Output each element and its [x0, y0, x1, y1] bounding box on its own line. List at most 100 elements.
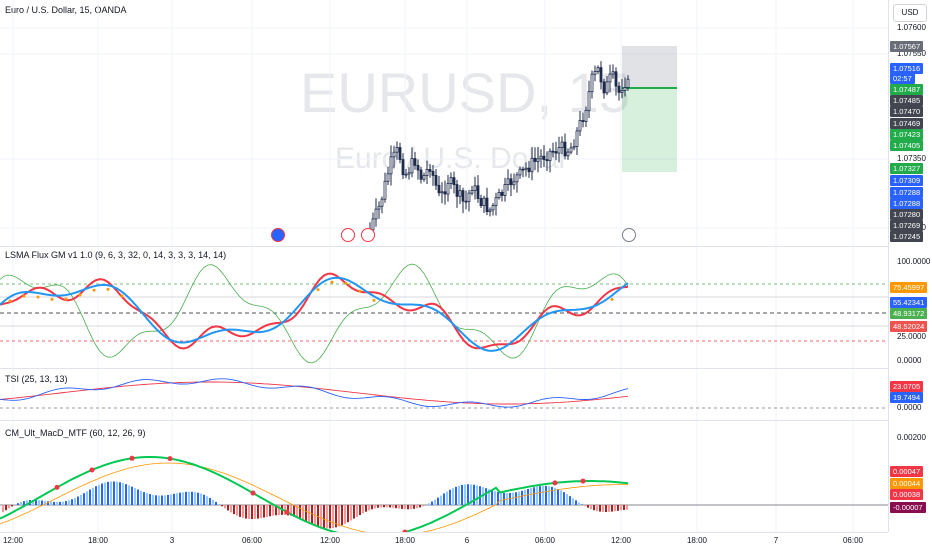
time-axis-label[interactable]: 3: [170, 536, 174, 545]
macd-histogram-bar: [608, 505, 610, 512]
price-tag[interactable]: 1.07309: [890, 175, 923, 186]
candle-body: [378, 206, 380, 209]
lsma-chart[interactable]: [0, 247, 888, 367]
lsma-value-tag[interactable]: 48.93172: [890, 308, 927, 319]
tsi-tick-label[interactable]: 0.0000: [897, 403, 921, 412]
time-axis-label[interactable]: 12:00: [611, 536, 631, 545]
tsi-chart[interactable]: [0, 369, 888, 419]
macd-histogram-bar: [614, 505, 616, 511]
lsma-value-tag[interactable]: 75.45997: [890, 282, 927, 293]
macd-histogram-bar: [2, 505, 4, 512]
macd-value-tag[interactable]: -0.00007: [890, 502, 926, 513]
lsma-dot: [359, 290, 362, 293]
macd-histogram-bar: [581, 504, 583, 505]
macd-value-tag[interactable]: 0.00047: [890, 466, 923, 477]
price-tag[interactable]: 1.07567: [890, 41, 923, 52]
candle-body: [627, 79, 629, 87]
macd-histogram-bar: [11, 505, 13, 506]
price-tag[interactable]: 1.07269: [890, 220, 923, 231]
candle-body: [594, 72, 596, 75]
chart-area[interactable]: Euro / U.S. Dollar, 15, OANDA EURUSD, 15…: [0, 0, 888, 550]
tsi-line: [0, 379, 628, 407]
time-axis-label[interactable]: 18:00: [88, 536, 108, 545]
candle-body: [513, 182, 515, 185]
macd-tick-label[interactable]: 0.00200: [897, 433, 926, 442]
macd-histogram-bar: [476, 485, 478, 505]
price-tag[interactable]: 1.07469: [890, 118, 923, 129]
time-axis-label[interactable]: 7: [774, 536, 778, 545]
price-tag[interactable]: 1.07288: [890, 198, 923, 209]
us-flag-icon[interactable]: [361, 228, 375, 242]
macd-histogram-bar: [515, 492, 517, 505]
time-axis-label[interactable]: 12:00: [320, 536, 340, 545]
currency-button[interactable]: USD: [893, 4, 927, 22]
macd-histogram-bar: [209, 498, 211, 505]
time-axis-label[interactable]: 06:00: [843, 536, 863, 545]
price-tag[interactable]: 1.07288: [890, 187, 923, 198]
macd-histogram-bar: [407, 505, 409, 509]
macd-histogram-bar: [317, 505, 319, 527]
tsi-value-tag[interactable]: 19.7494: [890, 392, 923, 403]
candle-body: [582, 121, 584, 122]
price-tag[interactable]: 1.07485: [890, 95, 923, 106]
macd-histogram-bar: [251, 505, 253, 519]
time-axis-label[interactable]: 18:00: [395, 536, 415, 545]
macd-histogram-bar: [485, 488, 487, 505]
time-axis-label[interactable]: 18:00: [687, 536, 707, 545]
lsma-tick-label[interactable]: 100.0000: [897, 257, 930, 266]
macd-histogram-bar: [464, 484, 466, 505]
price-tag[interactable]: 1.07245: [890, 231, 923, 242]
lsma-value-tag[interactable]: 55.42341: [890, 297, 927, 308]
time-axis-label[interactable]: 12:00: [3, 536, 23, 545]
price-tag[interactable]: 1.07327: [890, 163, 923, 174]
macd-histogram-bar: [416, 505, 418, 508]
macd-histogram-bar: [269, 505, 271, 516]
candle-body: [519, 169, 521, 175]
candle-body: [447, 183, 449, 194]
time-axis-label[interactable]: 6: [465, 536, 469, 545]
candle-body: [606, 82, 608, 93]
time-axis-label[interactable]: 06:00: [535, 536, 555, 545]
macd-histogram-bar: [320, 505, 322, 527]
lightning-icon[interactable]: [622, 228, 636, 242]
price-tag[interactable]: 1.07470: [890, 106, 923, 117]
tsi-value-tag[interactable]: 23.0705: [890, 381, 923, 392]
lsma-value-tag[interactable]: 48.52024: [890, 321, 927, 332]
macd-histogram-bar: [428, 503, 430, 505]
price-tag[interactable]: 02:57: [890, 73, 915, 84]
time-axis[interactable]: [0, 532, 888, 551]
price-tag[interactable]: 1.07487: [890, 84, 923, 95]
macd-histogram-bar: [227, 505, 229, 510]
macd-chart[interactable]: [0, 421, 888, 531]
macd-histogram-bar: [149, 494, 151, 505]
price-tag[interactable]: 1.07405: [890, 140, 923, 151]
macd-histogram-bar: [452, 488, 454, 505]
event-flag-icon[interactable]: [271, 228, 285, 242]
macd-histogram-bar: [41, 500, 43, 505]
macd-histogram-bar: [23, 501, 25, 505]
candle-body: [597, 68, 599, 72]
macd-histogram-bar: [56, 502, 58, 505]
macd-value-tag[interactable]: 0.00044: [890, 478, 923, 489]
candle-body: [480, 198, 482, 205]
candle-body: [498, 192, 500, 197]
macd-histogram-bar: [347, 505, 349, 522]
lsma-tick-label[interactable]: 25.0000: [897, 332, 926, 341]
lsma-dot: [345, 282, 348, 285]
macd-histogram-bar: [113, 481, 115, 505]
us-flag-icon[interactable]: [341, 228, 355, 242]
price-tick-label[interactable]: 1.07600: [897, 23, 926, 32]
candle-body: [405, 174, 407, 175]
macd-histogram-bar: [116, 482, 118, 505]
lsma-tick-label[interactable]: 0.0000: [897, 356, 921, 365]
price-chart[interactable]: [0, 0, 888, 245]
macd-value-tag[interactable]: 0.00038: [890, 489, 923, 500]
time-axis-label[interactable]: 06:00: [242, 536, 262, 545]
macd-histogram-bar: [80, 495, 82, 505]
price-tag[interactable]: 1.07423: [890, 129, 923, 140]
price-tick-label[interactable]: 1.07350: [897, 154, 926, 163]
candle-body: [567, 152, 569, 156]
macd-histogram-bar: [107, 482, 109, 505]
price-tag[interactable]: 1.07280: [890, 209, 923, 220]
candle-body: [396, 148, 398, 153]
